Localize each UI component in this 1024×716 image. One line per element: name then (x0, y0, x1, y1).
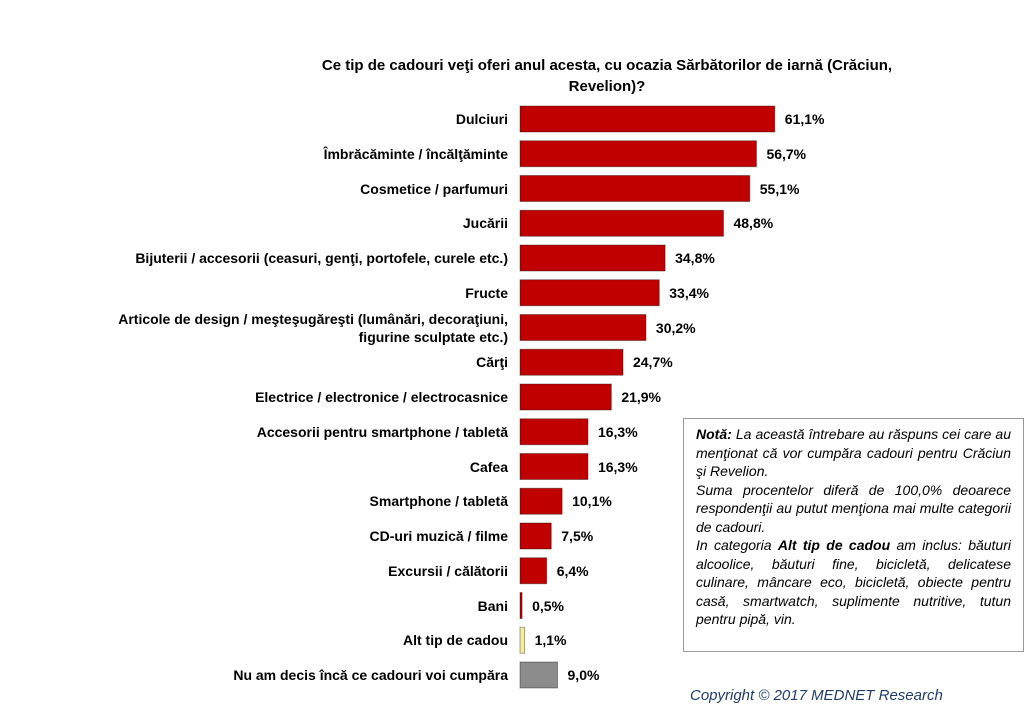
category-label: Bijuterii / accesorii (ceasuri, genţi, p… (135, 250, 508, 266)
category-label: Îmbrăcăminte / încălţăminte (323, 145, 508, 162)
value-label: 34,8% (675, 250, 715, 266)
copyright: Copyright © 2017 MEDNET Research (690, 687, 943, 704)
value-label: 33,4% (669, 284, 709, 301)
bar (519, 661, 559, 689)
category-label: Jucării (462, 215, 508, 232)
bar (519, 522, 552, 550)
bar (519, 626, 526, 654)
note-text: In categoria (696, 537, 778, 553)
note-box: Notă: La această întrebare au răspuns ce… (683, 418, 1024, 652)
category-label: Smartphone / tabletă (369, 493, 508, 510)
bar (519, 175, 751, 202)
value-label: 16,3% (597, 423, 638, 440)
value-label: 61,1% (784, 111, 825, 127)
chart-title: Ce tip de cadouri veţi oferi anul acesta… (321, 57, 893, 95)
category-label: Dulciuri (455, 111, 508, 127)
note-text: La această întrebare au răspuns cei care… (696, 426, 1011, 479)
category-label: Articole de design / meşteşugăreşti (lum… (118, 310, 508, 345)
category-label: Cărţi (476, 354, 508, 371)
category-label: CD-uri muzică / filme (369, 528, 508, 544)
note-paragraph: In categoria Alt tip de cadou am inclus:… (696, 536, 1011, 629)
value-label: 56,7% (766, 145, 807, 162)
note-bold: Alt tip de cadou (777, 537, 891, 553)
category-label: Alt tip de cadou (403, 632, 508, 649)
category-label: Excursii / călătorii (388, 562, 508, 579)
bar (519, 140, 757, 168)
bar (519, 487, 563, 515)
value-label: 0,5% (532, 597, 564, 614)
value-label: 48,8% (733, 215, 774, 232)
note-text: am inclus: băuturi alcoolice, băuturi fi… (696, 537, 1011, 627)
value-label: 30,2% (655, 319, 696, 336)
category-label: Bani (477, 597, 508, 614)
bar (519, 453, 589, 480)
bar (519, 314, 647, 341)
bar (519, 209, 724, 237)
value-label: 9,0% (567, 667, 600, 683)
bar (519, 244, 666, 272)
category-label: Cosmetice / parfumuri (360, 180, 508, 197)
category-label: Fructe (465, 284, 508, 301)
value-label: 55,1% (759, 180, 800, 197)
category-label: Electrice / electronice / electrocasnice (255, 389, 508, 405)
category-label: Nu am decis încă ce cadouri voi cumpăra (233, 667, 508, 683)
value-label: 24,7% (632, 354, 673, 371)
bar (519, 418, 589, 446)
category-label: Cafea (469, 458, 508, 475)
bar (519, 348, 624, 376)
bar (519, 557, 548, 585)
value-label: 10,1% (572, 493, 612, 510)
value-label: 16,3% (597, 458, 638, 475)
bar (519, 279, 660, 307)
note-text: Suma procentelor diferă de 100,0% deoare… (696, 481, 1011, 535)
value-label: 7,5% (561, 528, 594, 544)
value-label: 21,9% (621, 389, 662, 405)
value-label: 1,1% (534, 632, 567, 649)
bar (519, 383, 612, 411)
bar (519, 105, 776, 133)
note-label: Notă: (696, 426, 732, 442)
note-paragraph: Notă: La această întrebare au răspuns ce… (696, 425, 1011, 481)
bar (519, 592, 523, 619)
category-label: Accesorii pentru smartphone / tabletă (256, 423, 508, 440)
value-label: 6,4% (556, 562, 589, 579)
